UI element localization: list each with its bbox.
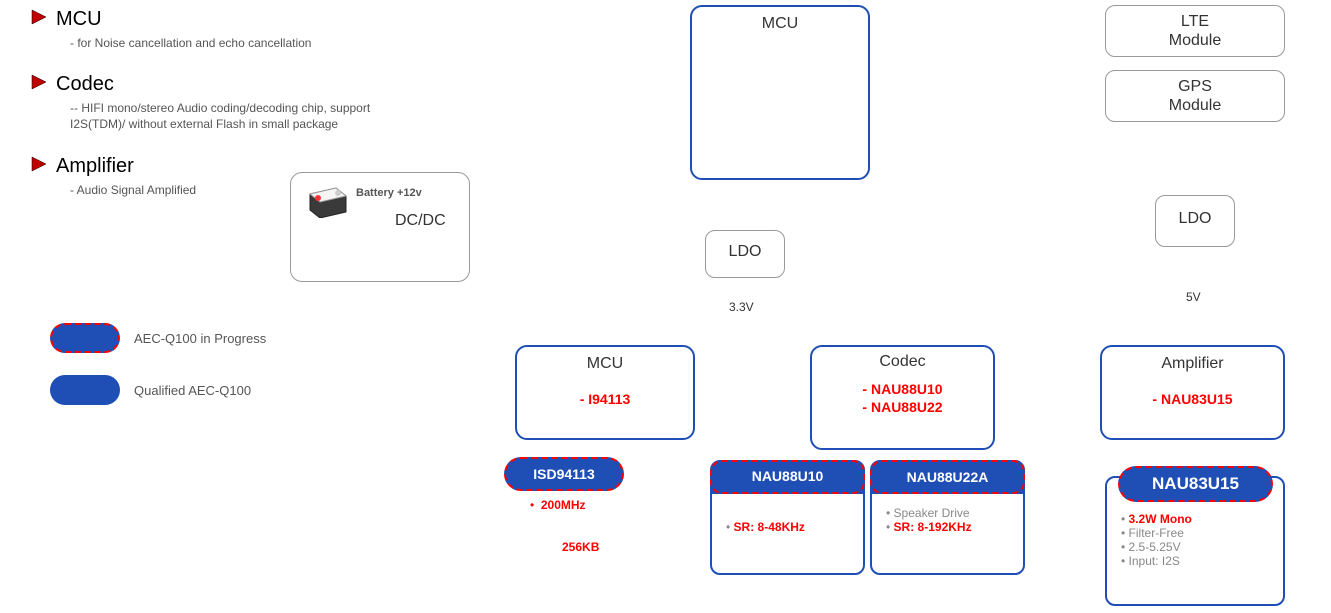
legend-pill-dashed — [50, 323, 120, 353]
voltage-5v: 5V — [1186, 290, 1201, 304]
legend-label: AEC-Q100 in Progress — [134, 331, 266, 346]
part-number: - I94113 — [517, 391, 693, 407]
isd-spec1: • 200MHz — [530, 498, 586, 512]
arrow-icon — [30, 155, 50, 173]
legend-in-progress: AEC-Q100 in Progress — [50, 323, 266, 353]
spec-line: Speaker Drive — [886, 506, 1013, 520]
battery-label: Battery +12v — [356, 187, 422, 199]
spec-line: SR: 8-192KHz — [886, 520, 1013, 534]
spec-line: Filter-Free — [1121, 526, 1273, 540]
section-mcu: MCU - for Noise cancellation and echo ca… — [30, 8, 410, 51]
isd-chip-pill: ISD94113 — [504, 457, 624, 491]
box-title: MCU — [517, 355, 693, 373]
gps-module-box: GPS Module — [1105, 70, 1285, 122]
lte-module-box: LTE Module — [1105, 5, 1285, 57]
ldo-right-box: LDO — [1155, 195, 1235, 247]
part-number: - NAU83U15 — [1102, 391, 1283, 407]
nau83-chip-pill: NAU83U15 — [1118, 466, 1273, 502]
isd-spec2: 256KB — [562, 540, 599, 554]
spec-line: SR: 8-48KHz — [726, 520, 853, 534]
box-title: Amplifier — [1102, 355, 1283, 373]
ldo-center-box: LDO — [705, 230, 785, 278]
box-title: Codec — [812, 353, 993, 371]
legend-pill-solid — [50, 375, 120, 405]
codec-block: Codec - NAU88U10 - NAU88U22 — [810, 345, 995, 450]
legend-qualified: Qualified AEC-Q100 — [50, 375, 251, 405]
nau22-chip-pill: NAU88U22A — [870, 460, 1025, 494]
nau10-chip-pill: NAU88U10 — [710, 460, 865, 494]
section-title: MCU — [56, 8, 102, 31]
part-number: - NAU88U22 — [812, 399, 993, 415]
dcdc-label: DC/DC — [395, 212, 446, 230]
top-mcu-box: MCU — [690, 5, 870, 180]
arrow-icon — [30, 73, 50, 91]
battery-icon — [306, 180, 350, 223]
arrow-icon — [30, 8, 50, 26]
spec-line: 2.5-5.25V — [1121, 540, 1273, 554]
section-sub: -- HIFI mono/stereo Audio coding/decodin… — [70, 100, 390, 132]
section-sub: - for Noise cancellation and echo cancel… — [70, 35, 390, 51]
box-title: MCU — [692, 15, 868, 33]
spec-line: 3.2W Mono — [1121, 512, 1273, 526]
section-codec: Codec -- HIFI mono/stereo Audio coding/d… — [30, 73, 410, 132]
legend-label: Qualified AEC-Q100 — [134, 383, 251, 398]
amplifier-block: Amplifier - NAU83U15 — [1100, 345, 1285, 440]
mcu-block: MCU - I94113 — [515, 345, 695, 440]
spec-line: Input: I2S — [1121, 554, 1273, 568]
voltage-3v3: 3.3V — [729, 300, 754, 314]
section-title: Amplifier — [56, 155, 134, 178]
section-title: Codec — [56, 73, 114, 96]
part-number: - NAU88U10 — [812, 381, 993, 397]
